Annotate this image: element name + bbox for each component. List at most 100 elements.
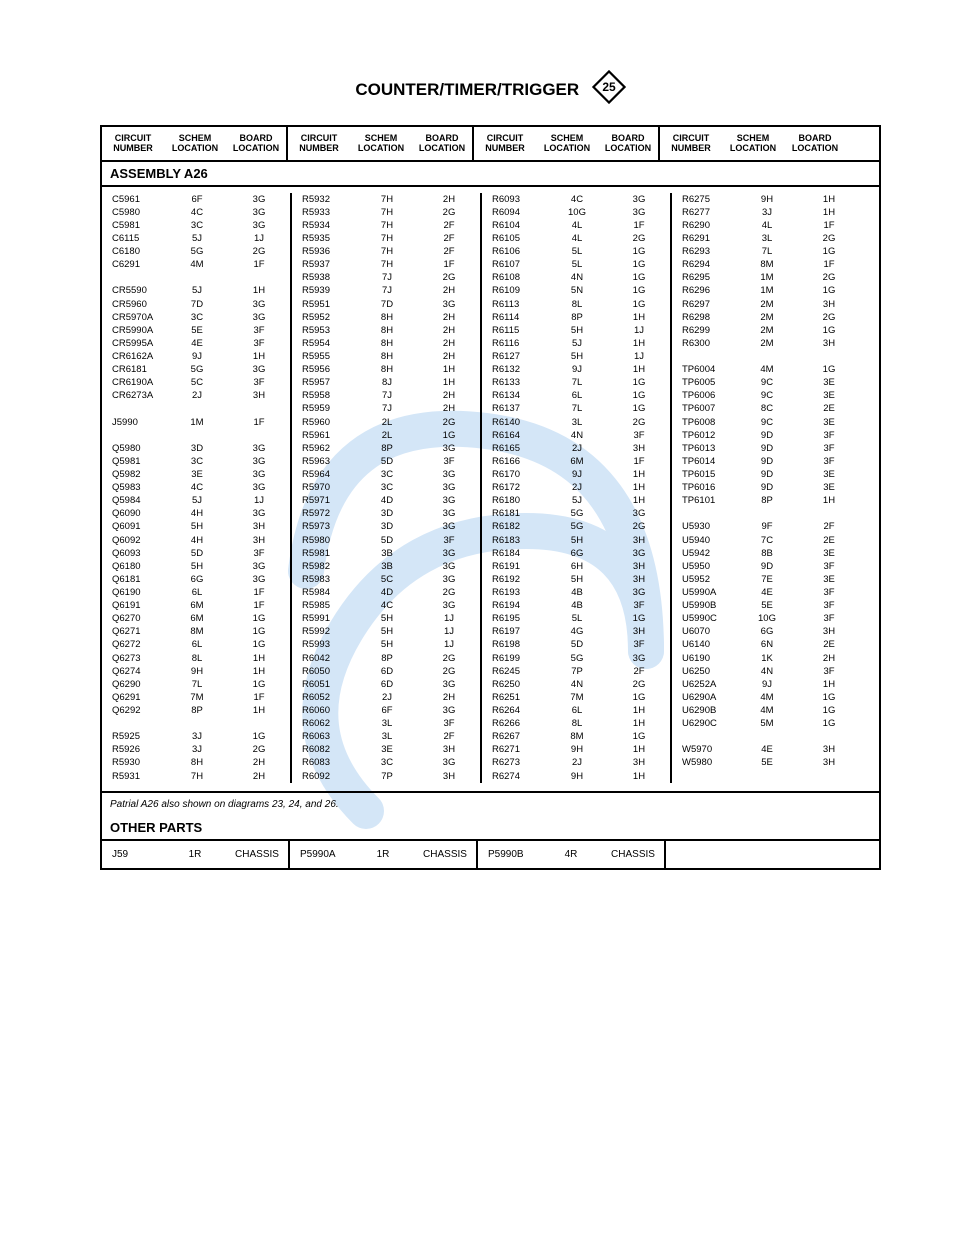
cell-board-location: 1F	[608, 455, 670, 468]
cell-schem-location: 3E	[166, 468, 228, 481]
cell-board-location: 1J	[418, 625, 480, 638]
cell-board-location: 3F	[798, 665, 860, 678]
cell-circuit-number	[682, 350, 732, 363]
cell-schem-location: 4M	[736, 363, 798, 376]
cell-board-location: 1H	[608, 743, 670, 756]
cell-schem-location: 5L	[546, 612, 608, 625]
column-group: R6093R6094R6104R6105R6106R6107R6108R6109…	[482, 193, 672, 783]
table-header: CIRCUIT NUMBER SCHEM LOCATION BOARD LOCA…	[102, 127, 879, 162]
cell-board-location: 1J	[418, 638, 480, 651]
cell-circuit-number: R6192	[492, 573, 542, 586]
cell-circuit-number: CR5990A	[112, 324, 162, 337]
cell-board-location: 3E	[798, 573, 860, 586]
column-group: C5961C5980C5981C6115C6180C6291 CR5590CR5…	[102, 193, 292, 783]
cell-board-location: 3E	[798, 547, 860, 560]
cell-circuit-number: R5926	[112, 743, 162, 756]
cell-board-location	[798, 507, 860, 520]
cell-schem-location: 7J	[356, 402, 418, 415]
cell-schem-location: 8H	[356, 324, 418, 337]
cell-schem-location: 5E	[736, 599, 798, 612]
cell-board-location: 3E	[798, 389, 860, 402]
cell-schem-location: 8P	[546, 311, 608, 324]
cell-schem-location: 8P	[356, 652, 418, 665]
cell-board-location: 3H	[798, 625, 860, 638]
diamond-badge: 25	[592, 70, 626, 109]
cell-circuit-number: R6109	[492, 284, 542, 297]
cell-board-location: 1F	[228, 691, 290, 704]
cell-board-location: 1H	[608, 363, 670, 376]
cell-circuit-number: R5932	[302, 193, 352, 206]
cell-board-location: 2F	[798, 520, 860, 533]
cell-circuit-number: R5992	[302, 625, 352, 638]
cell-circuit-number: R5980	[302, 534, 352, 547]
cell-circuit-number: R6164	[492, 429, 542, 442]
cell-board-location: 3G	[418, 507, 480, 520]
cell-circuit-number: Q6190	[112, 586, 162, 599]
cell-circuit-number: TP6012	[682, 429, 732, 442]
cell-board-location: 1H	[608, 311, 670, 324]
cell-schem-location: 7J	[356, 284, 418, 297]
cell-circuit-number: R6296	[682, 284, 732, 297]
cell-circuit-number: R6104	[492, 219, 542, 232]
cell-circuit-number: R5960	[302, 416, 352, 429]
col-board-location: BOARD LOCATION	[412, 127, 474, 160]
cell-board-location: 1H	[798, 206, 860, 219]
cell-board-location: 2G	[418, 586, 480, 599]
col-board-location: BOARD LOCATION	[598, 127, 660, 160]
cell-board-location	[228, 271, 290, 284]
cell-schem-location: 4E	[736, 743, 798, 756]
cell-schem-location: 4E	[736, 586, 798, 599]
cell-schem-location: 5E	[736, 756, 798, 769]
cell-circuit-number: R6115	[492, 324, 542, 337]
cell-schem-location: 7P	[546, 665, 608, 678]
cell-schem-location	[166, 717, 228, 730]
cell-circuit-number: U5942	[682, 547, 732, 560]
cell-board-location: 3F	[798, 455, 860, 468]
cell-circuit-number: TP6015	[682, 468, 732, 481]
cell-schem-location: 4M	[736, 704, 798, 717]
cell-schem-location: 8H	[356, 363, 418, 376]
cell-schem-location: 9H	[736, 193, 798, 206]
cell-schem-location: 6M	[546, 455, 608, 468]
cell-schem-location: 6L	[166, 638, 228, 651]
cell-circuit-number: Q6191	[112, 599, 162, 612]
cell-board-location: 1G	[608, 612, 670, 625]
cell-schem-location: 9D	[736, 442, 798, 455]
cell-board-location: 2G	[608, 520, 670, 533]
cell-schem-location: 4D	[356, 494, 418, 507]
section-assembly-a26: ASSEMBLY A26	[102, 162, 879, 187]
cell-circuit-number: U6290C	[682, 717, 732, 730]
cell-schem-location: 4C	[356, 599, 418, 612]
cell-schem-location: 3L	[356, 717, 418, 730]
cell-schem-location: 4B	[546, 599, 608, 612]
cell-board-location: 3G	[418, 298, 480, 311]
cell-board-location: 3H	[798, 298, 860, 311]
cell-board-location: 2H	[418, 311, 480, 324]
cell-circuit-number	[682, 730, 732, 743]
cell-circuit-number: R6051	[302, 678, 352, 691]
cell-schem-location: 5H	[166, 520, 228, 533]
cell-circuit-number: U5990C	[682, 612, 732, 625]
cell-schem-location: 1K	[736, 652, 798, 665]
cell-circuit-number: R6184	[492, 547, 542, 560]
cell-board-location: 3E	[798, 481, 860, 494]
cell-board-location: 3G	[228, 311, 290, 324]
cell-circuit-number: R6172	[492, 481, 542, 494]
cell-circuit-number: R6060	[302, 704, 352, 717]
cell-circuit-number: R6294	[682, 258, 732, 271]
cell-schem-location: 5G	[546, 507, 608, 520]
cell-circuit-number: J59	[102, 849, 164, 860]
cell-schem-location: 7L	[546, 402, 608, 415]
cell-board-location: 3F	[798, 599, 860, 612]
cell-board-location: 2G	[228, 245, 290, 258]
cell-schem-location: 4D	[356, 586, 418, 599]
col-schem-location: SCHEM LOCATION	[164, 127, 226, 160]
cell-schem-location: 4N	[546, 271, 608, 284]
cell-board-location: 2H	[418, 691, 480, 704]
cell-board-location: 1F	[798, 258, 860, 271]
cell-schem-location: 3C	[166, 455, 228, 468]
cell-board-location: 1G	[798, 324, 860, 337]
cell-circuit-number: R5958	[302, 389, 352, 402]
cell-schem-location: 2J	[166, 389, 228, 402]
cell-circuit-number: TP6004	[682, 363, 732, 376]
